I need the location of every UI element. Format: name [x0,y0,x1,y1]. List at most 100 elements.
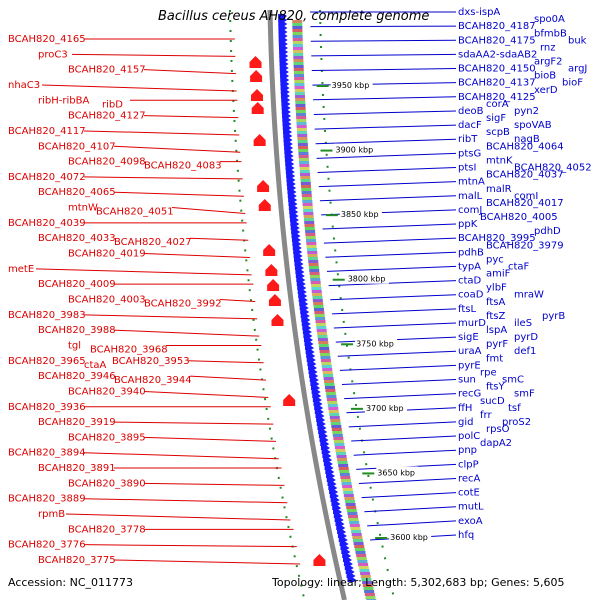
cog-band [304,227,315,230]
forward-gene [331,502,341,506]
reverse-leader-line [83,498,288,504]
reverse-label-group: BCAH820_3895 [68,432,146,443]
forward-gene-label: fmt [486,353,503,364]
cog-band [308,266,319,269]
cog-band [292,35,303,38]
forward-gene [341,550,351,554]
forward-gene [307,362,317,366]
forward-gene-label: ppK [458,219,478,230]
cog-band [323,374,334,377]
cog-band [314,311,325,314]
forward-leader-line [333,322,457,329]
forward-gene-label: def1 [514,346,536,357]
forward-gene-label: ftsZ [486,311,505,322]
cog-band [292,47,303,50]
label-layer: dxs-ispABCAH820_4187spo0ABCAH820_4175bfm… [8,7,592,566]
forward-gene-label: malR [486,184,512,195]
forward-gene [336,526,346,530]
forward-label-group: uraA pyrF def1 [458,339,536,357]
forward-gene [306,354,316,358]
forward-leader-line [314,124,457,130]
forward-gene [282,126,292,130]
cog-band [344,497,355,500]
cog-band [297,140,308,143]
reverse-gene-label: BCAH820_3940 [68,386,146,397]
cog-band [295,104,306,107]
leader-line-layer [35,11,457,565]
cog-band [294,74,305,77]
forward-label-group: mutL [458,502,484,513]
cog-band [322,368,333,371]
forward-label-group: hfq [458,530,474,541]
reverse-gene-label: ctaA [84,360,107,371]
forward-gene-label: ftsL [458,304,476,315]
cog-band [324,383,335,386]
forward-leader-line [326,265,457,272]
forward-gene [287,190,297,194]
forward-leader-line [341,379,457,386]
forward-gene [340,546,350,550]
cog-band [352,539,363,542]
forward-gene [334,518,344,522]
cog-band [302,200,313,203]
reverse-leader-line [143,436,276,442]
forward-gene-label: sigF [486,113,506,124]
cog-band [316,329,327,332]
cog-band [318,341,329,344]
forward-gene-label: mraW [514,290,544,301]
kbp-tick-label: 3700 kbp [366,404,404,413]
reverse-label-group: tgl BCAH820_3968 [68,340,168,355]
kbp-tick-bg [334,143,377,155]
forward-gene [280,94,290,98]
cog-band [306,239,317,242]
cog-band [301,194,312,197]
forward-gene [283,134,293,138]
cog-band [328,410,339,413]
forward-gene [338,538,348,542]
cog-band [308,263,319,266]
forward-gene [293,250,303,254]
cog-band [296,122,307,125]
forward-gene [308,370,318,374]
forward-gene-label: pnp [458,445,477,456]
cog-band [364,593,375,596]
cog-band [353,542,364,545]
cog-band [323,377,334,380]
forward-gene [330,498,340,502]
cog-band [359,569,370,572]
forward-gene [324,466,334,470]
forward-gene [302,330,312,334]
reverse-leader-line [143,69,236,75]
forward-gene [291,238,301,242]
forward-gene [285,166,295,170]
forward-gene-label: mtnA [458,177,485,188]
forward-gene [333,514,343,518]
forward-gene-label: smC [502,375,524,386]
reverse-label-group: BCAH820_4107 [38,141,116,152]
forward-gene-label: ptsI [458,162,476,173]
forward-gene-label: dacF [458,120,482,131]
forward-leader-line [330,294,457,301]
forward-gene [278,38,288,42]
cog-band [361,578,372,581]
reverse-leader-line [189,237,249,241]
cog-band [327,401,338,404]
forward-gene-label: tsf [508,403,521,414]
forward-gene-label: frr [480,410,492,421]
reverse-gene-label: BCAH820_4107 [38,141,116,152]
reverse-label-group: BCAH820_4065 [38,187,116,198]
reverse-gene-label: BCAH820_4003 [68,295,146,306]
forward-gene [290,222,300,226]
forward-gene [346,574,356,578]
forward-gene [279,54,289,58]
forward-label-group: ctaD amiF [458,269,511,287]
kbp-tick-label: 3750 kbp [356,339,394,348]
forward-gene [291,230,301,234]
reverse-gene [257,180,270,192]
cog-band [312,296,323,299]
forward-gene-label: sucD [480,396,505,407]
genome-summary: Topology: linear; Length: 5,302,683 bp; … [271,576,565,589]
